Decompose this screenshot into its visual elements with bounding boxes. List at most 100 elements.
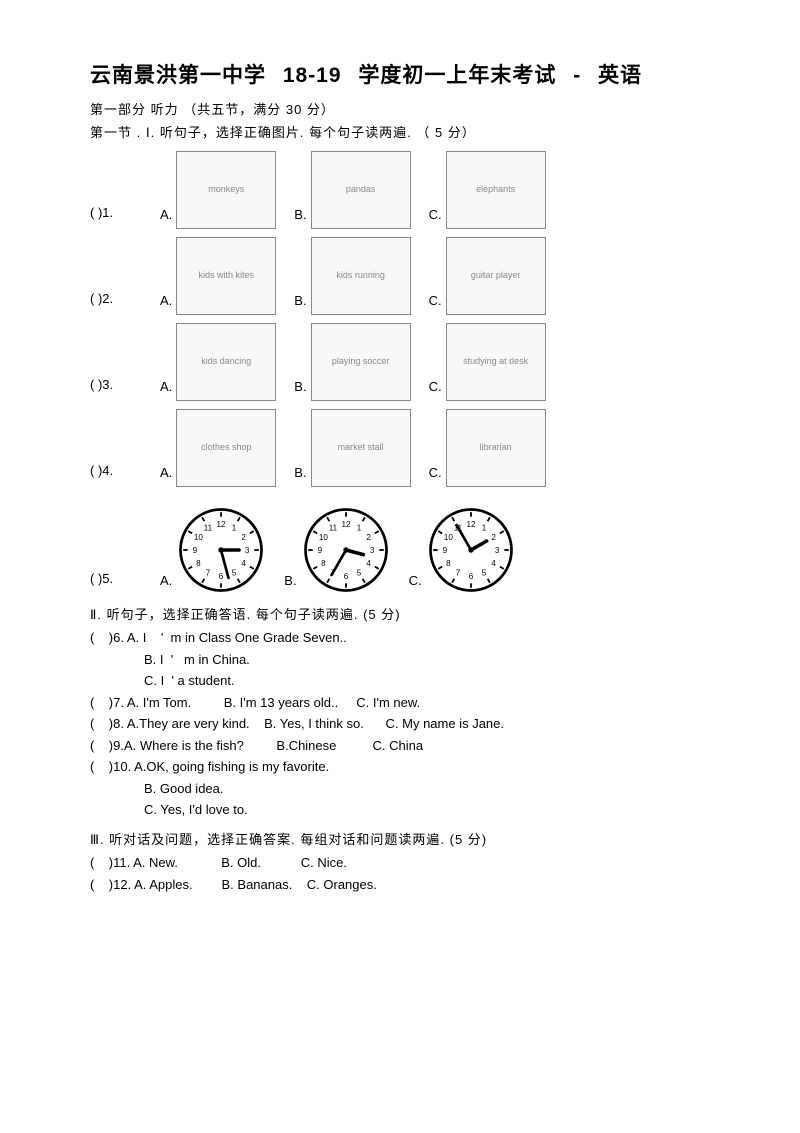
question-number: ( )1. bbox=[90, 203, 142, 229]
option-label: B. bbox=[284, 571, 296, 595]
question-line: C. Yes, I'd love to. bbox=[90, 800, 710, 820]
option-image: studying at desk bbox=[446, 323, 546, 401]
question-line: B. Good idea. bbox=[90, 779, 710, 799]
option: B. 121234567891011 bbox=[284, 505, 390, 595]
option-image: guitar player bbox=[446, 237, 546, 315]
svg-text:3: 3 bbox=[369, 546, 374, 555]
option-label: A. bbox=[160, 377, 172, 401]
option-label: A. bbox=[160, 571, 172, 595]
option: C. elephants bbox=[429, 151, 546, 229]
svg-text:10: 10 bbox=[318, 532, 327, 541]
option: B. kids running bbox=[294, 237, 410, 315]
part1-heading: 第一部分 听力 （共五节，满分 30 分） bbox=[90, 100, 710, 120]
svg-text:5: 5 bbox=[232, 568, 237, 577]
option-image: kids running bbox=[311, 237, 411, 315]
option: B. pandas bbox=[294, 151, 410, 229]
svg-text:12: 12 bbox=[341, 519, 350, 528]
svg-text:12: 12 bbox=[466, 519, 475, 528]
question-number: ( )2. bbox=[90, 289, 142, 315]
section2-heading: Ⅱ. 听句子，选择正确答语. 每个句子读两遍. (5 分) bbox=[90, 605, 710, 625]
svg-text:9: 9 bbox=[442, 546, 447, 555]
option-label: C. bbox=[429, 463, 442, 487]
svg-text:8: 8 bbox=[446, 559, 451, 568]
question-line: ( )10. A.OK, going fishing is my favorit… bbox=[90, 757, 710, 777]
option-image: monkeys bbox=[176, 151, 276, 229]
svg-text:8: 8 bbox=[196, 559, 201, 568]
option-image: kids with kites bbox=[176, 237, 276, 315]
svg-text:9: 9 bbox=[317, 546, 322, 555]
option-label: B. bbox=[294, 205, 306, 229]
question-line: C. I ' a student. bbox=[90, 671, 710, 691]
svg-text:4: 4 bbox=[242, 559, 247, 568]
svg-text:3: 3 bbox=[245, 546, 250, 555]
option-label: C. bbox=[429, 205, 442, 229]
question-line: ( )9.A. Where is the fish? B.Chinese C. … bbox=[90, 736, 710, 756]
question-line: ( )7. A. I'm Tom. B. I'm 13 years old.. … bbox=[90, 693, 710, 713]
option-label: C. bbox=[409, 571, 422, 595]
clock-question-row: ( )5. A. 121234567891011 B. 121234567891… bbox=[90, 505, 710, 595]
svg-text:1: 1 bbox=[356, 523, 361, 532]
option-image: elephants bbox=[446, 151, 546, 229]
question-number: ( )5. bbox=[90, 569, 142, 595]
option: A. monkeys bbox=[160, 151, 276, 229]
svg-text:10: 10 bbox=[194, 532, 203, 541]
svg-text:1: 1 bbox=[232, 523, 237, 532]
q6-a: A. I ' m in Class One Grade Seven.. bbox=[127, 630, 347, 645]
option-label: C. bbox=[429, 377, 442, 401]
question-row: ( )3. A. kids dancing B. playing soccer … bbox=[90, 323, 710, 401]
clock-icon: 12 12 3 45678 9 1011 bbox=[176, 505, 266, 595]
svg-text:4: 4 bbox=[366, 559, 371, 568]
option-label: B. bbox=[294, 291, 306, 315]
svg-text:11: 11 bbox=[204, 523, 213, 532]
svg-text:11: 11 bbox=[328, 523, 337, 532]
svg-text:6: 6 bbox=[343, 572, 348, 581]
svg-text:8: 8 bbox=[321, 559, 326, 568]
option: C. studying at desk bbox=[429, 323, 546, 401]
q6-prefix: ( )6. bbox=[90, 630, 124, 645]
question-row: ( )4. A. clothes shop B. market stall C.… bbox=[90, 409, 710, 487]
option-label: A. bbox=[160, 291, 172, 315]
option-image: market stall bbox=[311, 409, 411, 487]
option: A. kids dancing bbox=[160, 323, 276, 401]
question-line: ( )11. A. New. B. Old. C. Nice. bbox=[90, 853, 710, 873]
svg-text:12: 12 bbox=[217, 519, 226, 528]
image-questions-block: ( )1. A. monkeys B. pandas C. elephants … bbox=[90, 151, 710, 487]
option: A. kids with kites bbox=[160, 237, 276, 315]
question-number: ( )3. bbox=[90, 375, 142, 401]
option: A. 12 12 3 45678 9 1011 bbox=[160, 505, 266, 595]
section3-heading: Ⅲ. 听对话及问题，选择正确答案. 每组对话和问题读两遍. (5 分) bbox=[90, 830, 710, 850]
clock-icon: 121234567891011 bbox=[301, 505, 391, 595]
clock-icon: 121234567891011 bbox=[426, 505, 516, 595]
svg-text:9: 9 bbox=[193, 546, 198, 555]
svg-text:2: 2 bbox=[366, 532, 371, 541]
svg-text:5: 5 bbox=[356, 568, 361, 577]
question-row: ( )1. A. monkeys B. pandas C. elephants bbox=[90, 151, 710, 229]
option-label: A. bbox=[160, 205, 172, 229]
question-row: ( )2. A. kids with kites B. kids running… bbox=[90, 237, 710, 315]
q10-a: A.OK, going fishing is my favorite. bbox=[134, 759, 329, 774]
option-image: librarian bbox=[446, 409, 546, 487]
svg-text:3: 3 bbox=[494, 546, 499, 555]
svg-text:4: 4 bbox=[491, 559, 496, 568]
section1-heading: 第一节 . Ⅰ. 听句子，选择正确图片. 每个句子读两遍. （ 5 分） bbox=[90, 123, 710, 143]
svg-text:7: 7 bbox=[206, 568, 211, 577]
question-line: ( )12. A. Apples. B. Bananas. C. Oranges… bbox=[90, 875, 710, 895]
option-label: C. bbox=[429, 291, 442, 315]
svg-text:2: 2 bbox=[242, 532, 247, 541]
question-line: B. I ' m in China. bbox=[90, 650, 710, 670]
svg-text:7: 7 bbox=[455, 568, 460, 577]
option: B. playing soccer bbox=[294, 323, 410, 401]
question-line: ( )6. A. I ' m in Class One Grade Seven.… bbox=[90, 628, 710, 648]
option-image: clothes shop bbox=[176, 409, 276, 487]
option: A. clothes shop bbox=[160, 409, 276, 487]
svg-text:6: 6 bbox=[468, 572, 473, 581]
q10-prefix: ( )10. bbox=[90, 759, 131, 774]
svg-text:6: 6 bbox=[219, 572, 224, 581]
svg-text:10: 10 bbox=[443, 532, 452, 541]
svg-text:2: 2 bbox=[491, 532, 496, 541]
svg-text:5: 5 bbox=[481, 568, 486, 577]
question-line: ( )8. A.They are very kind. B. Yes, I th… bbox=[90, 714, 710, 734]
option-image: playing soccer bbox=[311, 323, 411, 401]
option: B. market stall bbox=[294, 409, 410, 487]
question-number: ( )4. bbox=[90, 461, 142, 487]
